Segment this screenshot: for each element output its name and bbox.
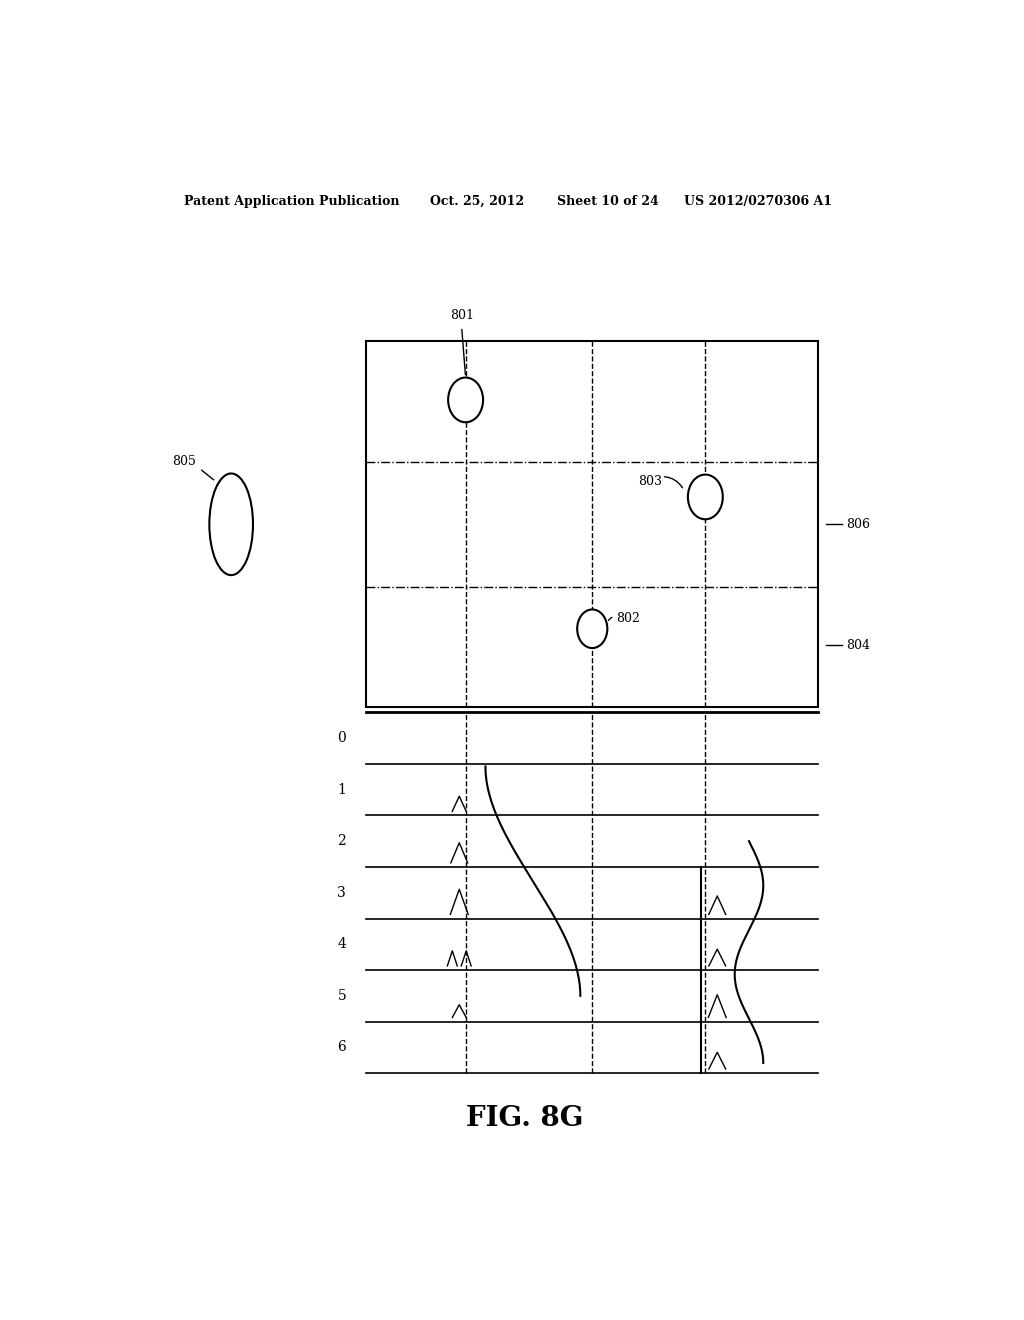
Text: US 2012/0270306 A1: US 2012/0270306 A1	[684, 194, 831, 207]
Circle shape	[449, 378, 483, 422]
Text: 3: 3	[338, 886, 346, 900]
Text: 0: 0	[338, 731, 346, 744]
Text: 6: 6	[338, 1040, 346, 1055]
Text: 804: 804	[846, 639, 870, 652]
Circle shape	[578, 610, 607, 648]
Text: 2: 2	[338, 834, 346, 849]
Text: 5: 5	[338, 989, 346, 1003]
Text: 4: 4	[337, 937, 346, 952]
Text: Oct. 25, 2012: Oct. 25, 2012	[430, 194, 523, 207]
Text: 801: 801	[450, 309, 474, 322]
Circle shape	[688, 475, 723, 519]
Text: 803: 803	[638, 475, 662, 488]
Text: FIG. 8G: FIG. 8G	[466, 1105, 584, 1133]
Text: Sheet 10 of 24: Sheet 10 of 24	[557, 194, 658, 207]
Text: Patent Application Publication: Patent Application Publication	[183, 194, 399, 207]
Ellipse shape	[209, 474, 253, 576]
Bar	[367, 342, 818, 708]
Text: 805: 805	[172, 455, 196, 469]
Text: 1: 1	[337, 783, 346, 797]
Text: 802: 802	[616, 612, 640, 626]
Text: 806: 806	[846, 517, 870, 531]
